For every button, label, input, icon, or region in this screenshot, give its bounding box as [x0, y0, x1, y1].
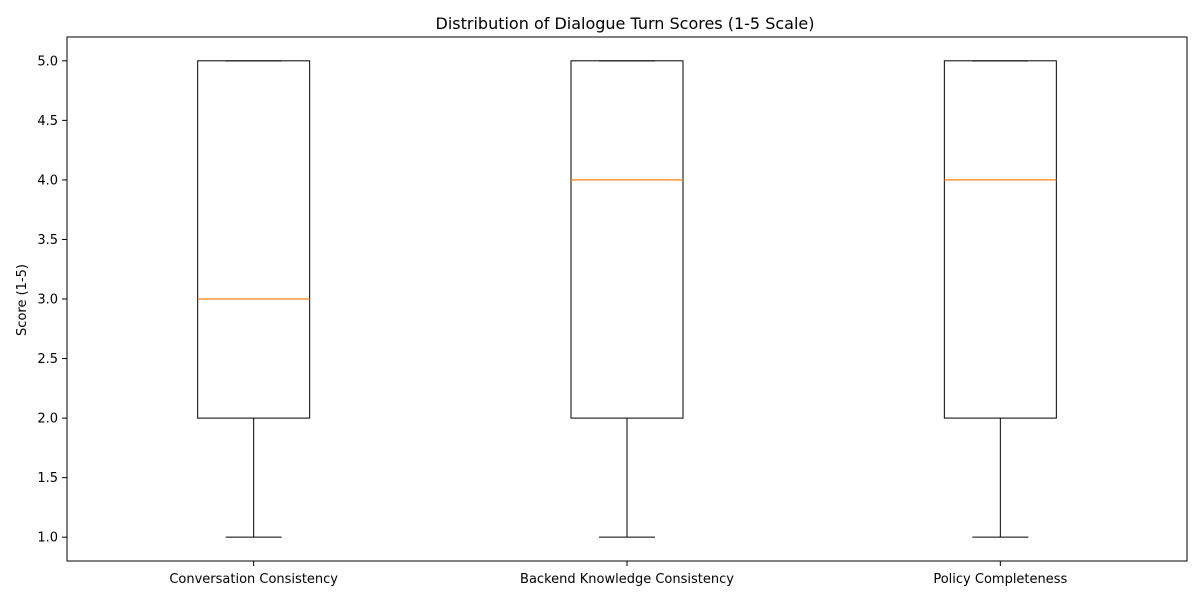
iqr-box — [197, 60, 311, 419]
x-tick-label: Conversation Consistency — [169, 572, 338, 587]
x-tick-label: Policy Completeness — [933, 572, 1067, 587]
y-tick-label: 2.0 — [37, 412, 58, 427]
chart-title: Distribution of Dialogue Turn Scores (1-… — [436, 14, 815, 33]
y-tick-label: 1.5 — [37, 471, 58, 486]
plot-frame — [66, 36, 1188, 562]
y-tick-label: 4.0 — [37, 173, 58, 188]
y-tick-label: 4.5 — [37, 114, 58, 129]
y-tick-label: 5.0 — [37, 54, 58, 69]
y-tick-label: 3.5 — [37, 233, 58, 248]
plot-layer: 1.0 1.5 2.0 2.5 3.0 3.5 4.0 4.5 5.0 Conversation … — [37, 54, 1067, 587]
y-tick-label: 2.5 — [37, 352, 58, 367]
y-tick-label: 1.0 — [37, 531, 58, 546]
iqr-box — [570, 60, 684, 419]
y-tick-label: 3.0 — [37, 293, 58, 308]
x-tick-label: Backend Knowledge Consistency — [520, 572, 734, 587]
y-axis-label: Score (1-5) — [15, 264, 30, 336]
iqr-box — [943, 60, 1057, 419]
